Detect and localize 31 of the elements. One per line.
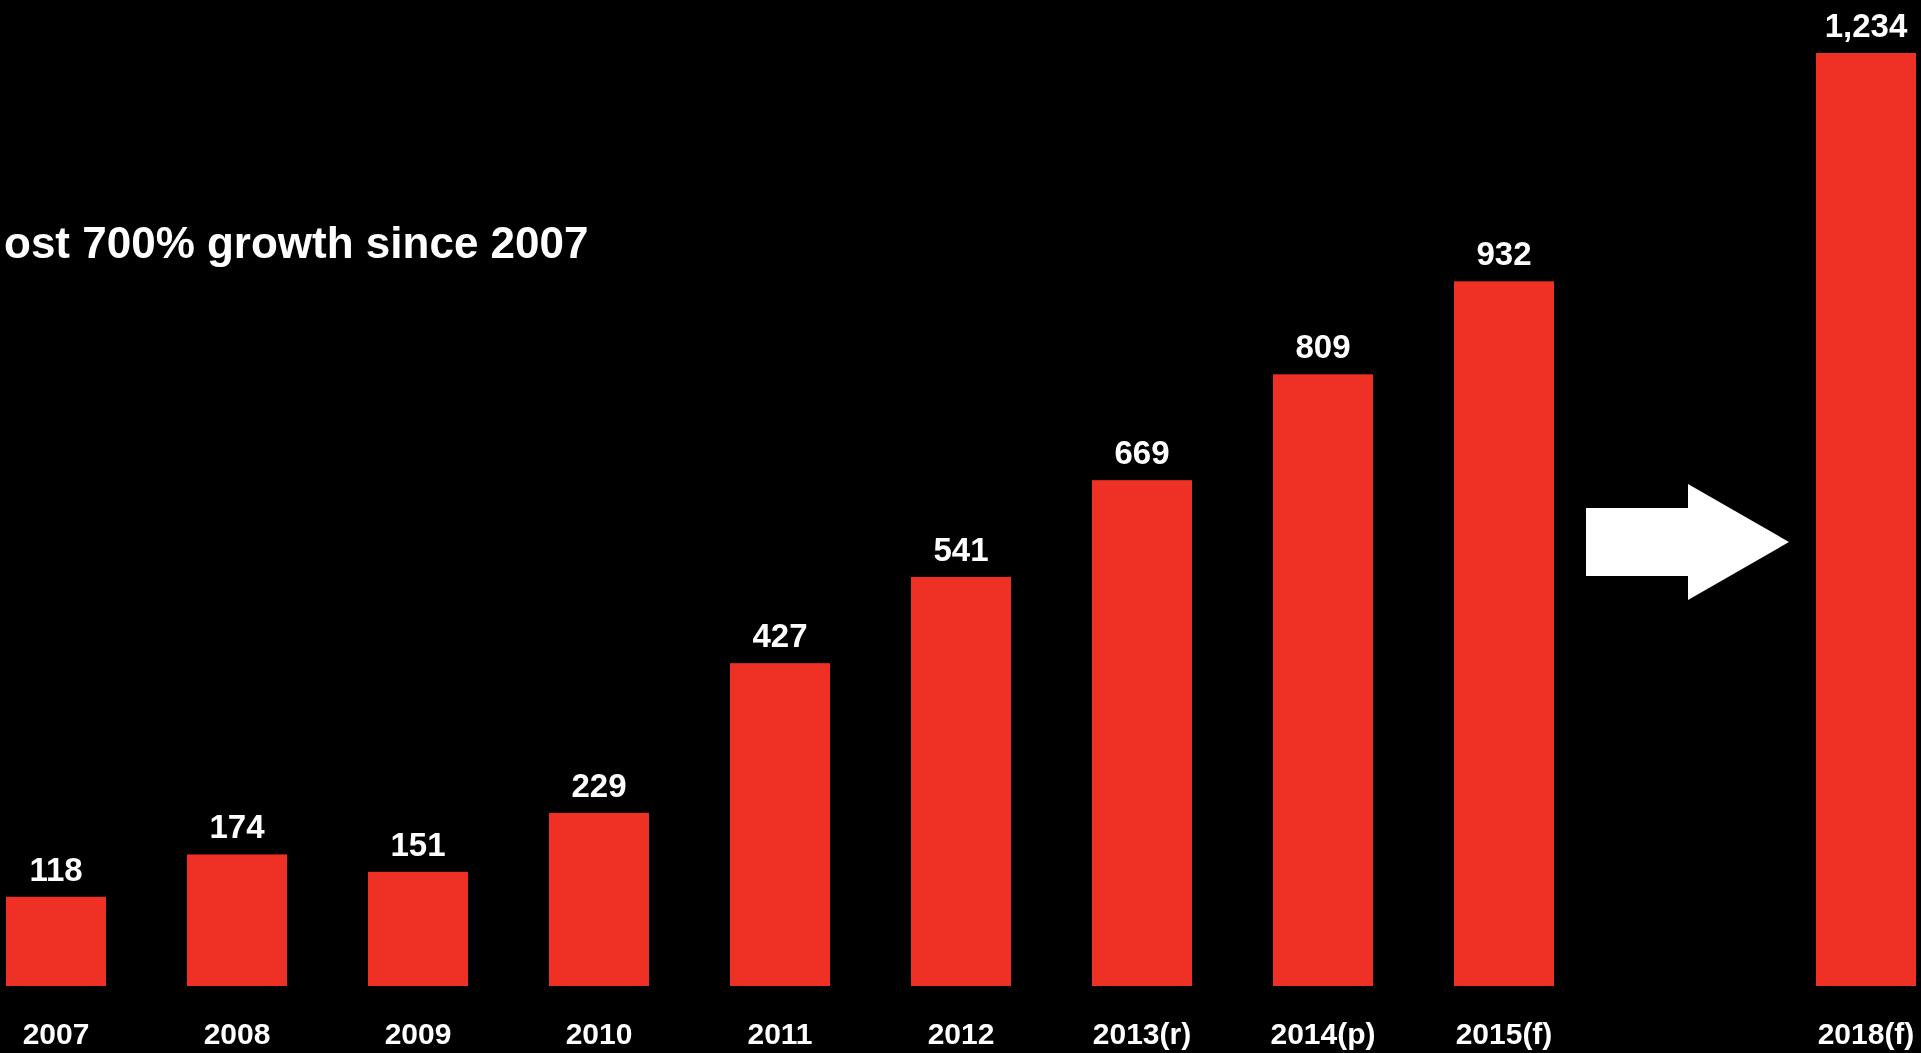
x-tick-label: 2007 [22, 1017, 90, 1050]
data-label: 809 [1295, 328, 1351, 366]
data-label: 151 [390, 825, 446, 863]
x-tick-label: 2013(r) [1092, 1017, 1192, 1050]
bar [368, 871, 468, 986]
bar [1092, 480, 1192, 986]
bar [187, 854, 287, 986]
bar [911, 576, 1011, 986]
bar [549, 812, 649, 986]
bar [6, 896, 106, 986]
x-tick-label: 2010 [565, 1017, 633, 1050]
x-tick-label: 2012 [927, 1017, 995, 1050]
data-label: 932 [1476, 235, 1532, 273]
data-label: 541 [933, 530, 989, 568]
x-tick-label: 2015(f) [1455, 1017, 1553, 1050]
x-tick-label: 2008 [203, 1017, 271, 1050]
x-tick-label: 2018(f) [1817, 1017, 1915, 1050]
data-label: 118 [29, 850, 83, 888]
bar [1816, 53, 1916, 986]
x-tick-label: 2011 [747, 1017, 813, 1050]
data-label: 669 [1114, 434, 1170, 472]
bar [730, 663, 830, 986]
bar [1273, 374, 1373, 986]
bar [1454, 281, 1554, 986]
data-label: 1,234 [1824, 7, 1908, 44]
data-label: 229 [571, 766, 627, 804]
x-tick-label: 2014(p) [1270, 1017, 1376, 1050]
data-label: 174 [209, 808, 266, 846]
text: ost 700% growth since 2007 [4, 218, 589, 267]
x-tick-label: 2009 [384, 1017, 452, 1050]
data-label: 427 [752, 617, 808, 655]
